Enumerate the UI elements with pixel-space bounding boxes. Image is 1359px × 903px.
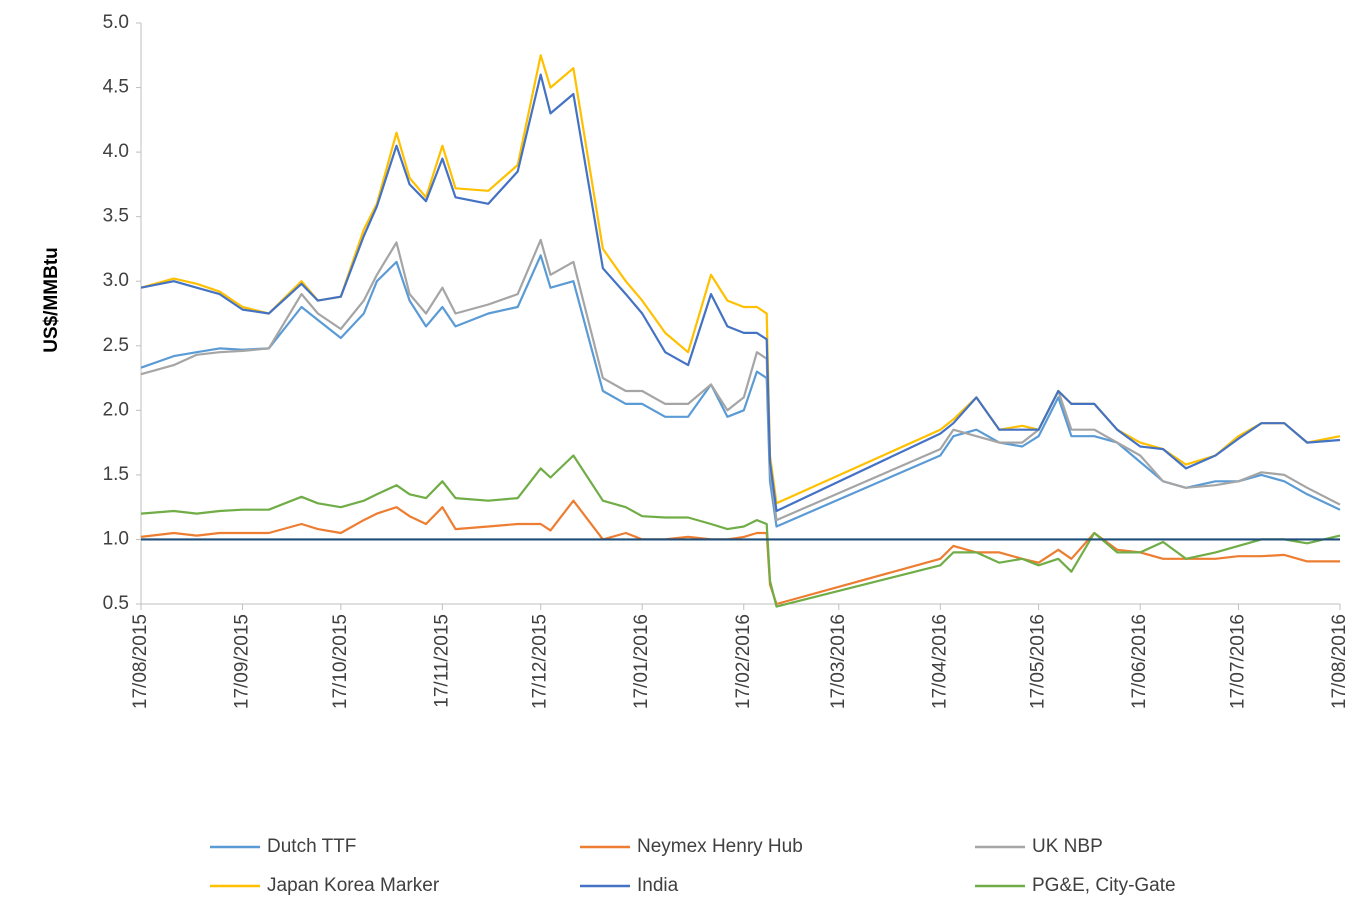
x-tick-label: 17/01/2016 [631, 614, 652, 709]
x-tick-label: 17/02/2016 [733, 614, 754, 709]
legend-label: UK NBP [1032, 836, 1103, 857]
series-line [140, 54, 1341, 505]
y-tick-label: 0.5 [103, 593, 129, 614]
y-tick-label: 2.0 [103, 399, 129, 420]
y-tick-label: 3.5 [103, 206, 129, 227]
x-tick-label: 17/11/2015 [431, 614, 452, 708]
legend-label: Neymex Henry Hub [637, 836, 803, 857]
x-tick-label: 17/10/2015 [330, 614, 351, 709]
series-line [140, 73, 1341, 513]
y-tick-label: 5.0 [103, 12, 129, 33]
x-tick-label: 17/09/2015 [232, 614, 253, 709]
legend-label: Dutch TTF [267, 836, 356, 857]
legend-label: Japan Korea Marker [267, 875, 440, 896]
y-tick-label: 1.5 [103, 464, 129, 485]
series-line [140, 499, 1340, 606]
x-tick-label: 17/07/2016 [1227, 614, 1248, 709]
x-tick-label: 17/08/2016 [1329, 614, 1350, 709]
y-tick-label: 4.0 [103, 141, 129, 162]
x-tick-label: 17/12/2015 [530, 614, 551, 709]
y-tick-label: 4.5 [103, 77, 129, 98]
x-tick-label: 17/06/2016 [1129, 614, 1150, 709]
series-line [140, 254, 1341, 528]
legend-label: India [637, 875, 679, 896]
x-tick-label: 17/05/2016 [1028, 614, 1049, 709]
x-tick-label: 17/04/2016 [929, 614, 950, 709]
x-tick-label: 17/08/2015 [130, 614, 151, 709]
y-tick-label: 1.0 [103, 528, 129, 549]
y-axis-title: US$/MMBtu [41, 247, 62, 353]
x-tick-label: 17/03/2016 [828, 614, 849, 709]
legend-label: PG&E, City-Gate [1032, 875, 1176, 896]
series-line [140, 454, 1341, 608]
y-tick-label: 3.0 [103, 270, 129, 291]
series-line [140, 238, 1341, 522]
y-tick-label: 2.5 [103, 335, 129, 356]
